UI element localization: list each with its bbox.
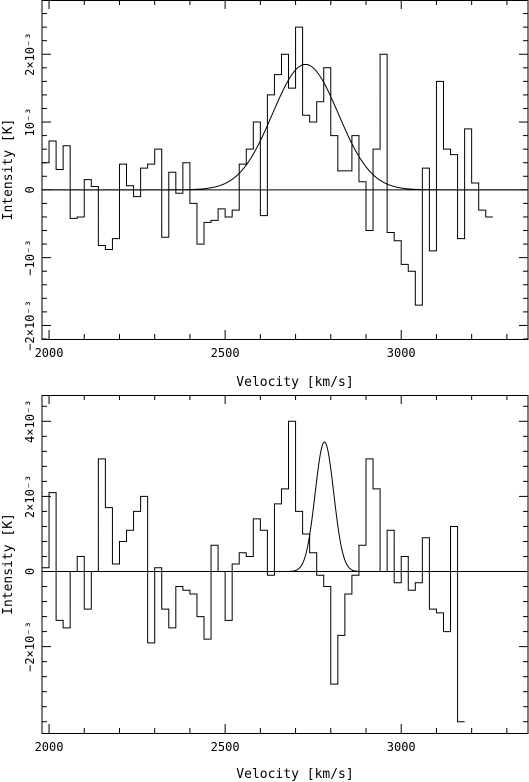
x-tick-label: 2500	[211, 740, 240, 754]
x-axis-label: Velocity [km/s]	[236, 375, 353, 390]
top-spectrum-panel: 2000 2500 3000 −2×10⁻³ −10⁻³ 0 10⁻³ 2×10⁻³ Veloc…	[1, 0, 529, 390]
x-tick-label: 2000	[35, 740, 64, 754]
y-tick-label: −10⁻³	[23, 240, 37, 276]
y-tick-label: 4×10⁻³	[23, 400, 37, 443]
y-axis-label: Intensity [K]	[1, 119, 16, 221]
y-tick-label: 0	[23, 186, 37, 193]
gaussian-fit-curve	[42, 441, 528, 573]
x-tick-label: 2500	[211, 346, 240, 360]
y-tick-label: −2×10⁻³	[23, 300, 37, 351]
bottom-spectrum-panel: 2000 2500 3000 −2×10⁻³ 0 2×10⁻³ 4×10⁻³ Velocity…	[1, 395, 529, 782]
y-tick-label: 10⁻³	[23, 108, 37, 137]
gaussian-fit-curve	[42, 63, 528, 191]
x-tick-label: 3000	[387, 346, 416, 360]
y-tick-label: −2×10⁻³	[23, 621, 37, 672]
y-axis-label: Intensity [K]	[1, 513, 16, 615]
plot-frame	[41, 0, 529, 340]
y-tick-label: 0	[23, 568, 37, 575]
y-tick-label: 2×10⁻³	[23, 475, 37, 518]
spectrum-histogram	[42, 26, 493, 306]
plot-frame	[41, 395, 529, 734]
x-tick-label: 2000	[35, 346, 64, 360]
x-tick-label: 3000	[387, 740, 416, 754]
y-tick-label: 2×10⁻³	[23, 33, 37, 76]
x-axis-label: Velocity [km/s]	[236, 767, 353, 782]
spectrum-histogram	[42, 420, 465, 723]
